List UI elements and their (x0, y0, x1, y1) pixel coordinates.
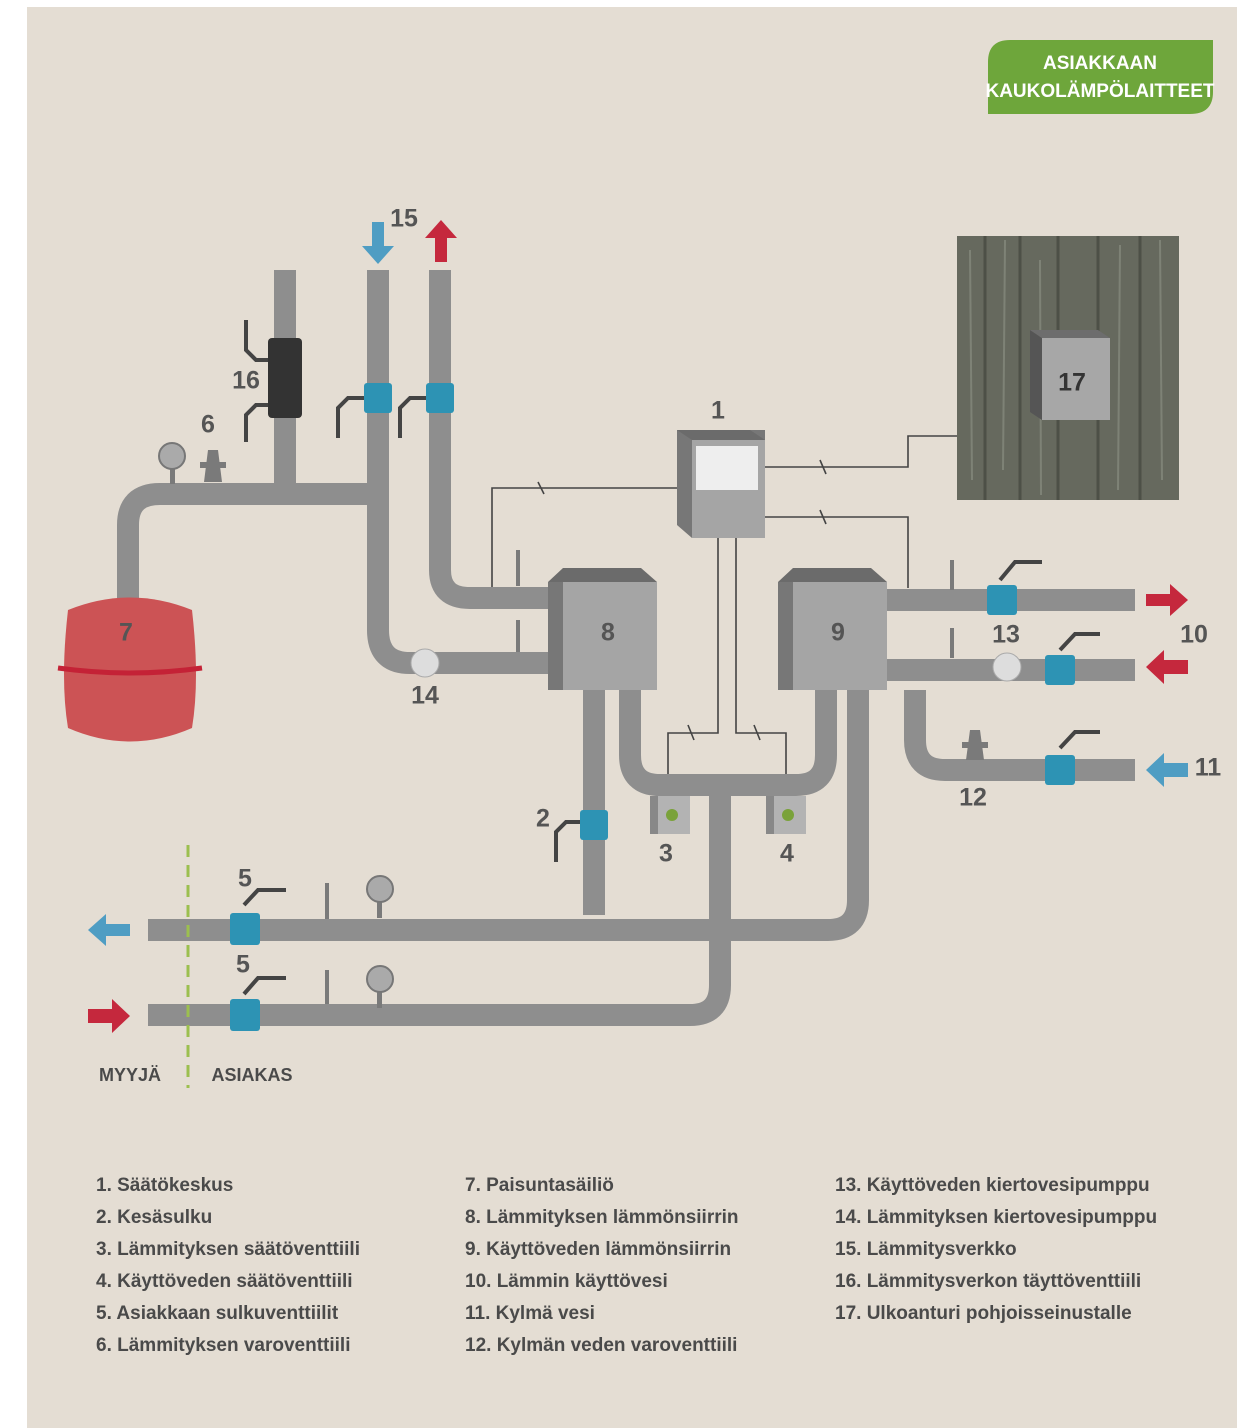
diagram-label: 9 (831, 619, 845, 647)
legend-item: 8. Lämmityksen lämmönsiirrin (465, 1207, 739, 1228)
legend-item: 17. Ulkoanturi pohjoisseinustalle (835, 1303, 1132, 1324)
badge (988, 40, 1213, 114)
diagram-label: 2 (536, 805, 550, 833)
side-label: MYYJÄ (99, 1065, 161, 1085)
diagram-label: 6 (201, 411, 215, 439)
legend-item: 5. Asiakkaan sulkuventtiilit (96, 1303, 339, 1324)
diagram-label: 14 (411, 682, 439, 710)
diagram-label: 17 (1058, 369, 1086, 397)
badge-text: KAUKOLÄMPÖLAITTEET (985, 81, 1214, 102)
page: ASIAKKAAN KAUKOLÄMPÖLAITTEET (0, 0, 1254, 1428)
legend-item: 1. Säätökeskus (96, 1175, 233, 1196)
legend-item: 2. Kesäsulku (96, 1207, 212, 1228)
legend-item: 4. Käyttöveden säätöventtiili (96, 1271, 353, 1292)
diagram-label: 12 (959, 784, 987, 812)
legend-item: 15. Lämmitysverkko (835, 1239, 1017, 1260)
legend-item: 7. Paisuntasäiliö (465, 1175, 614, 1196)
legend-item: 3. Lämmityksen säätöventtiili (96, 1239, 360, 1260)
legend-item: 13. Käyttöveden kiertovesipumppu (835, 1175, 1150, 1196)
diagram-label: 8 (601, 619, 615, 647)
diagram-label: 3 (659, 840, 673, 868)
badge-text: ASIAKKAAN (1043, 53, 1157, 74)
diagram-label: 7 (119, 619, 133, 647)
legend-item: 6. Lämmityksen varoventtiili (96, 1335, 351, 1356)
diagram-label: 1 (711, 397, 725, 425)
diagram-label: 11 (1195, 754, 1222, 782)
legend-item: 10. Lämmin käyttövesi (465, 1271, 668, 1292)
diagram-label: 5 (236, 951, 250, 979)
legend-item: 16. Lämmitysverkon täyttöventtiili (835, 1271, 1141, 1292)
legend-item: 11. Kylmä vesi (465, 1303, 595, 1324)
diagram-label: 15 (390, 205, 418, 233)
diagram-label: 10 (1180, 621, 1208, 649)
legend-item: 9. Käyttöveden lämmönsiirrin (465, 1239, 731, 1260)
diagram-label: 5 (238, 865, 252, 893)
legend-item: 14. Lämmityksen kiertovesipumppu (835, 1207, 1157, 1228)
diagram-label: 4 (780, 840, 794, 868)
diagram-label: 16 (232, 367, 260, 395)
side-label: ASIAKAS (211, 1065, 292, 1085)
legend-item: 12. Kylmän veden varoventtiili (465, 1335, 737, 1356)
diagram-label: 13 (992, 621, 1020, 649)
